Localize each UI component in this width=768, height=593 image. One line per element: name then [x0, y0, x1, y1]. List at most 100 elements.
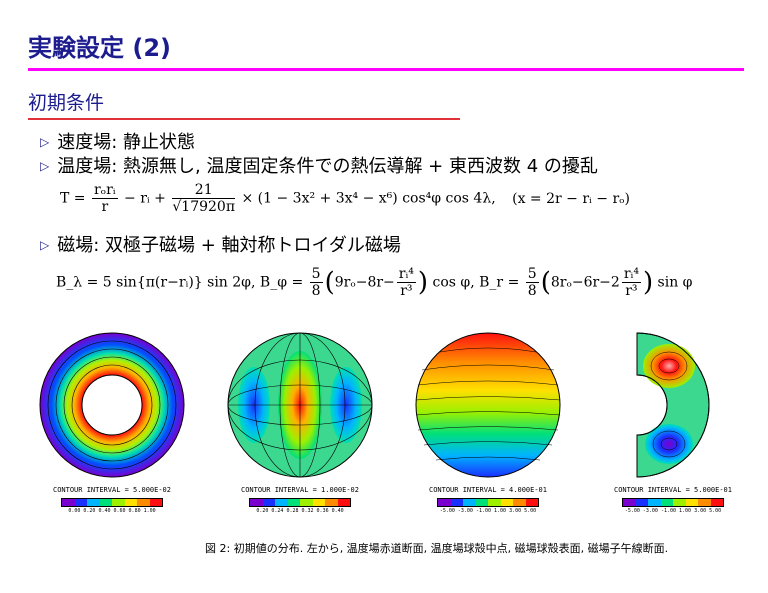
- colorbar-swatch: [488, 499, 501, 506]
- colorbar-swatch: [635, 499, 648, 506]
- denominator: r: [101, 199, 109, 215]
- colorbar: [249, 498, 351, 507]
- bullet-text: 速度場: 静止状態: [57, 132, 196, 153]
- eq-b-lambda: B_λ = 5 sin{π(r−rᵢ)} sin 2φ,: [56, 274, 256, 291]
- contour-interval-label: CONTOUR INTERVAL = 1.000E-02: [240, 486, 359, 494]
- colorbar-swatch: [137, 499, 150, 506]
- contour-interval-label: CONTOUR INTERVAL = 5.000E-01: [613, 486, 732, 494]
- fraction: rᵢ⁴ r³: [396, 266, 416, 299]
- colorbar-swatch: [500, 499, 513, 506]
- figure-panel-temperature-midshell: CONTOUR INTERVAL = 1.000E-02 0.20 0.24 0…: [212, 330, 388, 514]
- colorbar-swatch: [438, 499, 451, 506]
- fraction: rᵢ⁴ r³: [621, 266, 641, 299]
- section-heading: 初期条件: [28, 92, 105, 114]
- colorbar-swatch: [685, 499, 698, 506]
- denominator: r³: [625, 283, 638, 299]
- numerator: 5: [525, 266, 539, 283]
- title-divider: [28, 68, 744, 71]
- numerator: rᵢ⁴: [621, 266, 641, 283]
- colorbar-swatch: [513, 499, 526, 506]
- denominator: 8: [527, 283, 537, 299]
- bullet-temperature: ▷ 温度場: 熱源無し, 温度固定条件での熱伝導解 + 東西波数 4 の擾乱: [40, 152, 598, 178]
- sphere-temperature-plot: [227, 332, 373, 478]
- fraction: rₒrᵢ r: [91, 182, 118, 215]
- triangle-bullet-icon: ▷: [40, 159, 50, 173]
- annulus-contour-plot: [39, 332, 185, 478]
- eq-term: 9rₒ−8r−: [334, 274, 395, 291]
- colorbar-swatch: [124, 499, 137, 506]
- colorbar-swatch: [623, 499, 636, 506]
- colorbar-swatch: [62, 499, 75, 506]
- colorbar-swatch: [525, 499, 538, 506]
- colorbar-swatch: [710, 499, 723, 506]
- colorbar-labels: 0.00 0.20 0.40 0.60 0.80 1.00: [68, 508, 156, 514]
- numerator: rᵢ⁴: [396, 266, 416, 283]
- figure-panel-magnetic-meridional: CONTOUR INTERVAL = 5.000E-01 -5.00 -3.00…: [585, 330, 761, 514]
- colorbar-swatch: [275, 499, 288, 506]
- colorbar: [61, 498, 163, 507]
- eq-term: 8rₒ−6r−2: [550, 274, 620, 291]
- bullet-text: 温度場: 熱源無し, 温度固定条件での熱伝導解 + 東西波数 4 の擾乱: [57, 156, 598, 177]
- colorbar-swatch: [99, 499, 112, 506]
- colorbar-swatch: [149, 499, 162, 506]
- numerator: 5: [309, 266, 323, 283]
- eq-term: × (1 − 3x² + 3x⁴ − x⁶) cos⁴φ cos 4λ,: [241, 190, 496, 207]
- paren: (: [540, 267, 551, 298]
- temperature-equation: T = rₒrᵢ r − rᵢ + 21 √17920π × (1 − 3x² + …: [60, 182, 630, 215]
- colorbar-swatch: [648, 499, 661, 506]
- figure-caption: 図 2: 初期値の分布. 左から, 温度場赤道断面, 温度場球殻中点, 磁場球殻…: [205, 542, 669, 555]
- figure-panel-temperature-equatorial: CONTOUR INTERVAL = 5.000E-02 0.00 0.20 0…: [24, 330, 200, 514]
- contour-interval-label: CONTOUR INTERVAL = 5.000E-02: [52, 486, 171, 494]
- eq-term: sin φ: [657, 274, 693, 291]
- colorbar-swatch: [74, 499, 87, 506]
- colorbar-swatch: [673, 499, 686, 506]
- eq-b-r-lhs: B_r =: [479, 274, 520, 291]
- numerator: rₒrᵢ: [91, 182, 118, 199]
- colorbar-swatch: [300, 499, 313, 506]
- eq-condition: (x = 2r − rᵢ − rₒ): [512, 190, 631, 207]
- fraction: 21 √17920π: [172, 182, 236, 215]
- colorbar: [622, 498, 724, 507]
- magnetic-equation: B_λ = 5 sin{π(r−rᵢ)} sin 2φ, B_φ = 5 8 (9r…: [56, 266, 692, 299]
- colorbar-swatch: [250, 499, 263, 506]
- contour-interval-label: CONTOUR INTERVAL = 4.000E-01: [428, 486, 547, 494]
- colorbar: [437, 498, 539, 507]
- colorbar-swatch: [450, 499, 463, 506]
- figure-panel-magnetic-surface: CONTOUR INTERVAL = 4.000E-01 -5.00 -3.00…: [400, 330, 576, 514]
- bullet-magnetic: ▷ 磁場: 双極子磁場 + 軸対称トロイダル磁場: [40, 231, 401, 257]
- bullet-text: 磁場: 双極子磁場 + 軸対称トロイダル磁場: [57, 235, 401, 256]
- colorbar-swatch: [262, 499, 275, 506]
- paren: (: [324, 267, 335, 298]
- section-divider: [28, 118, 460, 120]
- denominator: r³: [400, 283, 413, 299]
- denominator: √17920π: [172, 199, 236, 215]
- colorbar-swatch: [660, 499, 673, 506]
- colorbar-labels: -5.00 -3.00 -1.00 1.00 3.00 5.00: [439, 508, 537, 514]
- eq-term: cos φ,: [432, 274, 475, 291]
- paren: ): [417, 267, 429, 298]
- bullet-velocity: ▷ 速度場: 静止状態: [40, 128, 195, 154]
- colorbar-swatch: [87, 499, 100, 506]
- colorbar-swatch: [325, 499, 338, 506]
- eq-lhs: T =: [60, 190, 86, 207]
- colorbar-swatch: [337, 499, 350, 506]
- meridional-contour-plot: [636, 332, 710, 478]
- eq-term: − rᵢ +: [124, 190, 166, 207]
- triangle-bullet-icon: ▷: [40, 135, 50, 149]
- colorbar-swatch: [698, 499, 711, 506]
- colorbar-swatch: [475, 499, 488, 506]
- sphere-magnetic-plot: [415, 332, 561, 478]
- eq-b-phi-lhs: B_φ =: [259, 274, 304, 291]
- slide-title: 実験設定 (2): [28, 34, 171, 62]
- numerator: 21: [172, 182, 236, 199]
- colorbar-labels: 0.20 0.24 0.28 0.32 0.36 0.40: [256, 508, 344, 514]
- triangle-bullet-icon: ▷: [40, 238, 50, 252]
- colorbar-swatch: [112, 499, 125, 506]
- denominator: 8: [311, 283, 321, 299]
- colorbar-swatch: [463, 499, 476, 506]
- paren: ): [642, 267, 654, 298]
- colorbar-swatch: [312, 499, 325, 506]
- colorbar-labels: -5.00 -3.00 -1.00 1.00 3.00 5.00: [624, 508, 722, 514]
